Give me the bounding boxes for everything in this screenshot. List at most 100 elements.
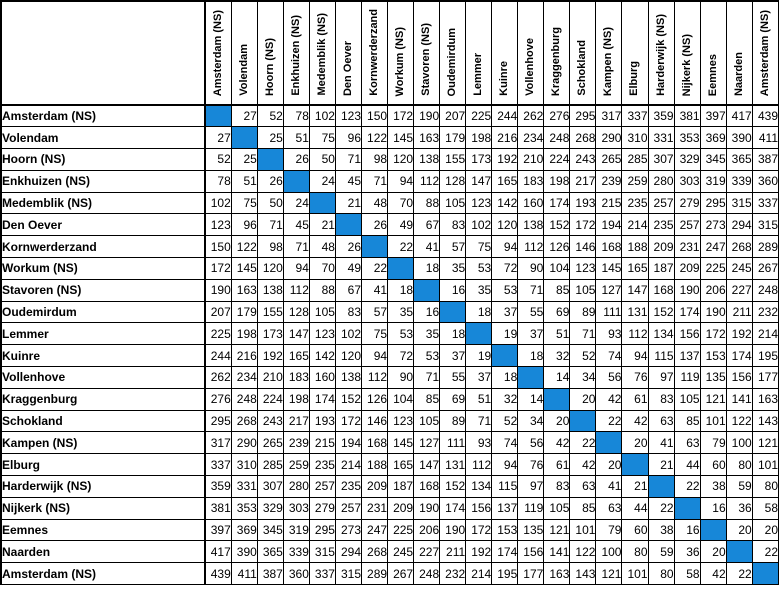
diagonal-cell: [230, 126, 258, 150]
distance-cell: 150: [360, 104, 389, 128]
distance-cell: 85: [543, 278, 571, 302]
distance-cell: 247: [360, 518, 389, 542]
distance-cell: 37: [465, 366, 493, 389]
distance-cell: 165: [282, 344, 310, 368]
distance-cell: 153: [491, 518, 519, 542]
distance-cell: 387: [751, 148, 779, 171]
distance-cell: 168: [413, 475, 441, 498]
column-header-label: Enkhuizen (NS): [289, 15, 302, 96]
distance-cell: 131: [621, 300, 649, 324]
distance-cell: 198: [543, 169, 571, 193]
distance-cell: 225: [387, 518, 415, 542]
distance-cell: 123: [204, 213, 232, 237]
distance-cell: 119: [673, 366, 701, 389]
row-header: Workum (NS): [0, 257, 207, 280]
distance-cell: 353: [673, 126, 701, 150]
distance-cell: 71: [517, 278, 545, 302]
diagonal-cell: [282, 169, 310, 193]
distance-cell: 71: [282, 235, 310, 259]
distance-cell: 317: [595, 104, 623, 128]
distance-cell: 215: [308, 431, 336, 455]
diagonal-cell: [465, 322, 493, 346]
column-header: Vollenhove: [517, 0, 545, 106]
diagonal-cell: [621, 453, 649, 477]
distance-cell: 183: [282, 366, 310, 389]
matrix-row: Den Oever 123 96 71 45 21 26 49 67 83 102 120 138 152…: [0, 213, 779, 237]
distance-cell: 122: [230, 235, 258, 259]
distance-cell: 128: [439, 169, 467, 193]
distance-cell: 137: [491, 496, 519, 520]
distance-cell: 310: [230, 453, 258, 477]
distance-cell: 98: [360, 148, 389, 171]
distance-cell: 262: [204, 366, 232, 389]
distance-cell: 143: [751, 409, 779, 433]
distance-cell: 102: [308, 104, 336, 128]
column-header-label: Den Oever: [341, 40, 354, 96]
distance-cell: 225: [699, 257, 727, 280]
distance-cell: 104: [543, 257, 571, 280]
column-header: Lemmer: [465, 0, 493, 106]
distance-cell: 126: [360, 387, 389, 411]
distance-cell: 216: [491, 126, 519, 150]
distance-cell: 317: [204, 431, 232, 455]
distance-cell: 14: [543, 366, 571, 389]
column-header: Medemblik (NS): [308, 0, 336, 106]
distance-cell: 57: [360, 300, 389, 324]
distance-cell: 20: [595, 453, 623, 477]
column-header-label: Kraggenburg: [550, 26, 563, 96]
distance-cell: 37: [517, 322, 545, 346]
distance-cell: 123: [334, 104, 363, 128]
distance-cell: 307: [256, 475, 284, 498]
distance-cell: 51: [230, 169, 258, 193]
distance-cell: 243: [256, 409, 284, 433]
distance-cell: 239: [595, 169, 623, 193]
distance-cell: 22: [387, 235, 415, 259]
distance-cell: 61: [621, 387, 649, 411]
distance-cell: 83: [439, 213, 467, 237]
distance-cell: 22: [595, 409, 623, 433]
distance-cell: 112: [465, 453, 493, 477]
distance-cell: 245: [387, 540, 415, 564]
distance-cell: 268: [725, 235, 753, 259]
row-header: Amsterdam (NS): [0, 562, 207, 586]
distance-cell: 36: [725, 496, 753, 520]
row-header: Oudemirdum: [0, 300, 207, 324]
distance-cell: 83: [543, 475, 571, 498]
distance-cell: 63: [569, 475, 597, 498]
distance-cell: 90: [387, 366, 415, 389]
distance-cell: 315: [334, 562, 363, 586]
diagonal-cell: [413, 278, 441, 302]
distance-cell: 190: [439, 518, 467, 542]
distance-cell: 53: [413, 344, 441, 368]
distance-cell: 90: [517, 257, 545, 280]
distance-cell: 190: [699, 300, 727, 324]
distance-cell: 206: [413, 518, 441, 542]
distance-cell: 214: [465, 562, 493, 586]
distance-cell: 101: [699, 409, 727, 433]
distance-cell: 18: [465, 300, 493, 324]
distance-cell: 128: [282, 300, 310, 324]
distance-cell: 206: [699, 278, 727, 302]
distance-cell: 155: [256, 300, 284, 324]
distance-cell: 209: [673, 257, 701, 280]
distance-cell: 174: [439, 496, 467, 520]
row-header: Nijkerk (NS): [0, 496, 207, 520]
distance-cell: 26: [256, 169, 284, 193]
distance-cell: 42: [595, 387, 623, 411]
distance-cell: 359: [204, 475, 232, 498]
matrix-body: Amsterdam (NS) 27 52 78 102 123 150 172 190 207 22…: [0, 104, 779, 586]
distance-cell: 75: [465, 235, 493, 259]
distance-cell: 16: [413, 300, 441, 324]
distance-cell: 369: [699, 126, 727, 150]
distance-cell: 137: [673, 344, 701, 368]
column-header: Schokland: [569, 0, 597, 106]
distance-cell: 85: [569, 496, 597, 520]
distance-cell: 439: [204, 562, 232, 586]
distance-cell: 138: [256, 278, 284, 302]
distance-cell: 194: [595, 213, 623, 237]
matrix-row: Amsterdam (NS) 27 52 78 102 123 150 172 190 207 22…: [0, 104, 779, 128]
distance-cell: 209: [647, 235, 675, 259]
distance-cell: 50: [256, 191, 284, 215]
column-header: Elburg: [621, 0, 649, 106]
distance-cell: 165: [387, 453, 415, 477]
